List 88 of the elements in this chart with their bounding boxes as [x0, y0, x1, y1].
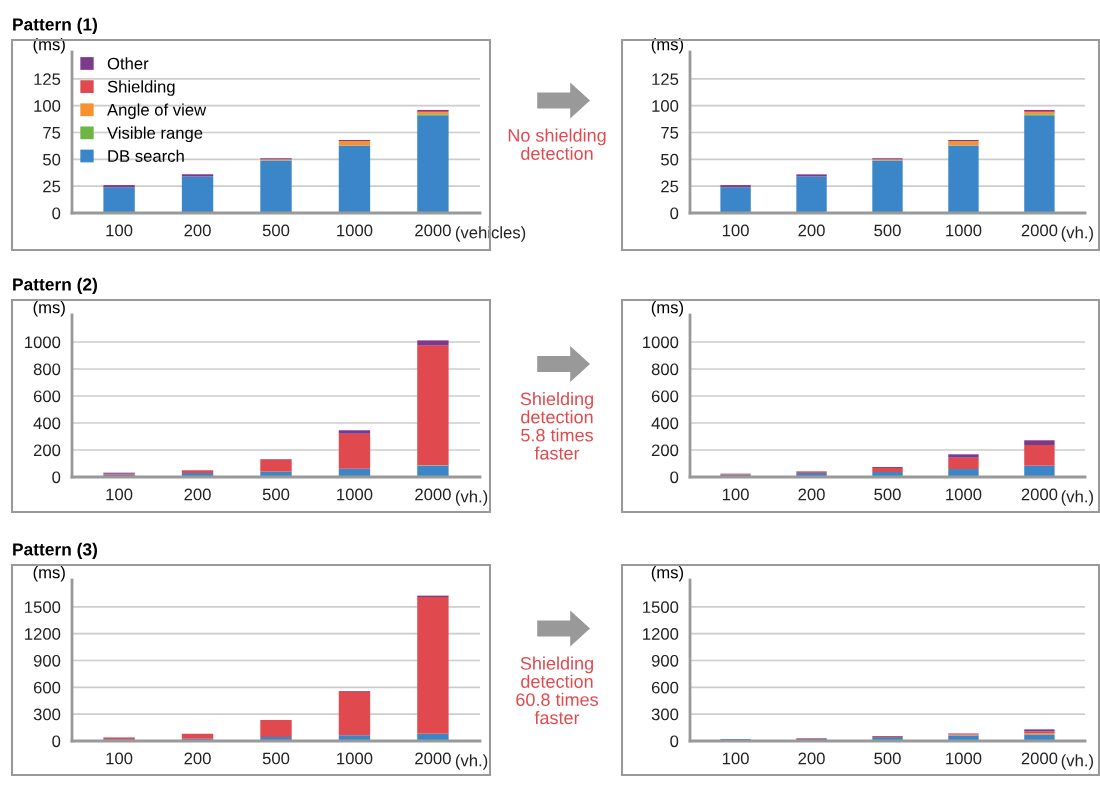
x-tick-label: 100 — [106, 224, 133, 237]
y-tick-label: 0 — [670, 207, 679, 220]
x-tick-label: 100 — [106, 752, 133, 765]
y-tick-label: 50 — [43, 153, 61, 166]
y-axis-title: (ms) — [651, 301, 684, 317]
x-tick-label: 500 — [874, 752, 901, 765]
x-tick-label: 1000 — [337, 488, 373, 501]
y-tick-label: 600 — [33, 390, 61, 403]
x-tick-label: 2000 — [1021, 224, 1058, 237]
x-tick-label: 200 — [184, 224, 211, 237]
x-tick-label: 2000 — [415, 224, 451, 237]
x-tick-label: 500 — [262, 488, 290, 501]
y-tick-label: 0 — [52, 735, 61, 748]
x-tick-label: 2000 — [1021, 752, 1058, 765]
legend-label: Other — [107, 57, 149, 70]
x-tick-label: 1000 — [946, 224, 982, 237]
text: Shielding detection 5.8 times faster — [520, 392, 593, 460]
y-tick-label: 125 — [652, 73, 679, 86]
legend-label: Visible range — [107, 126, 203, 143]
x-axis-title: (vh.) — [1061, 226, 1093, 242]
y-tick-label: 1200 — [25, 628, 61, 640]
y-tick-label: 1500 — [25, 601, 61, 614]
x-tick-label: 500 — [262, 752, 290, 765]
x-tick-label: 200 — [798, 752, 825, 765]
legend-label: Shielding — [107, 80, 175, 96]
legend-label: DB search — [108, 149, 184, 162]
y-tick-label: 300 — [33, 708, 61, 721]
x-tick-label: 100 — [722, 752, 749, 765]
x-axis-title: (vehicles) — [455, 226, 526, 242]
y-tick-label: 900 — [33, 654, 61, 667]
text: No shielding detection — [508, 128, 606, 160]
y-tick-label: 300 — [651, 708, 679, 721]
chart-title: Pattern (1) — [13, 17, 97, 34]
y-tick-label: 0 — [52, 207, 61, 220]
y-tick-label: 800 — [651, 363, 679, 376]
y-tick-label: 25 — [661, 180, 679, 193]
x-tick-label: 1000 — [337, 224, 373, 237]
y-tick-label: 0 — [670, 471, 679, 484]
y-axis-title: (ms) — [651, 566, 684, 582]
x-tick-label: 200 — [184, 752, 211, 765]
x-tick-label: 1000 — [337, 752, 373, 765]
chart-title: Pattern (3) — [13, 542, 97, 559]
y-tick-label: 1000 — [25, 336, 61, 349]
y-tick-label: 900 — [651, 654, 679, 667]
y-tick-label: 0 — [670, 735, 679, 748]
y-tick-label: 75 — [661, 127, 679, 139]
y-tick-label: 200 — [33, 444, 61, 457]
y-tick-label: 600 — [651, 681, 679, 694]
x-tick-label: 500 — [262, 224, 290, 237]
x-tick-label: 500 — [874, 224, 901, 237]
y-tick-label: 1500 — [643, 601, 679, 614]
x-tick-label: 2000 — [415, 488, 451, 501]
y-tick-label: 100 — [652, 100, 679, 112]
legend-label: Angle of view — [107, 103, 207, 119]
y-tick-label: 600 — [33, 681, 61, 694]
x-tick-label: 2000 — [1021, 488, 1058, 501]
x-tick-label: 200 — [798, 488, 825, 501]
y-tick-label: 400 — [33, 417, 61, 430]
x-axis-title: (vh.) — [455, 490, 488, 506]
x-axis-title: (vh.) — [1061, 490, 1093, 506]
y-tick-label: 0 — [52, 471, 61, 484]
x-tick-label: 1000 — [946, 488, 982, 501]
x-tick-label: 100 — [106, 488, 133, 501]
y-tick-label: 800 — [33, 363, 61, 376]
y-tick-label: 1000 — [643, 336, 679, 349]
y-axis-title: (ms) — [33, 301, 65, 317]
x-tick-label: 100 — [722, 488, 749, 501]
y-axis-title: (ms) — [33, 566, 65, 582]
y-axis-title: (ms) — [33, 38, 65, 54]
x-tick-label: 1000 — [946, 752, 982, 765]
text: Shielding detection 60.8 times faster — [516, 656, 598, 725]
y-tick-label: 50 — [661, 153, 679, 166]
x-tick-label: 2000 — [415, 752, 451, 765]
x-axis-title: (vh.) — [455, 754, 488, 770]
x-tick-label: 200 — [798, 224, 825, 237]
y-tick-label: 25 — [43, 180, 61, 193]
y-tick-label: 125 — [34, 73, 61, 86]
x-axis-title: (vh.) — [1061, 754, 1093, 770]
y-tick-label: 100 — [34, 100, 61, 112]
x-tick-label: 100 — [722, 224, 749, 237]
y-tick-label: 200 — [651, 444, 679, 457]
y-tick-label: 1200 — [643, 628, 679, 640]
y-tick-label: 600 — [651, 390, 679, 403]
chart-title: Pattern (2) — [13, 277, 97, 294]
y-tick-label: 75 — [43, 127, 61, 139]
x-tick-label: 200 — [184, 488, 211, 501]
y-tick-label: 400 — [651, 417, 679, 430]
x-tick-label: 500 — [874, 488, 901, 501]
